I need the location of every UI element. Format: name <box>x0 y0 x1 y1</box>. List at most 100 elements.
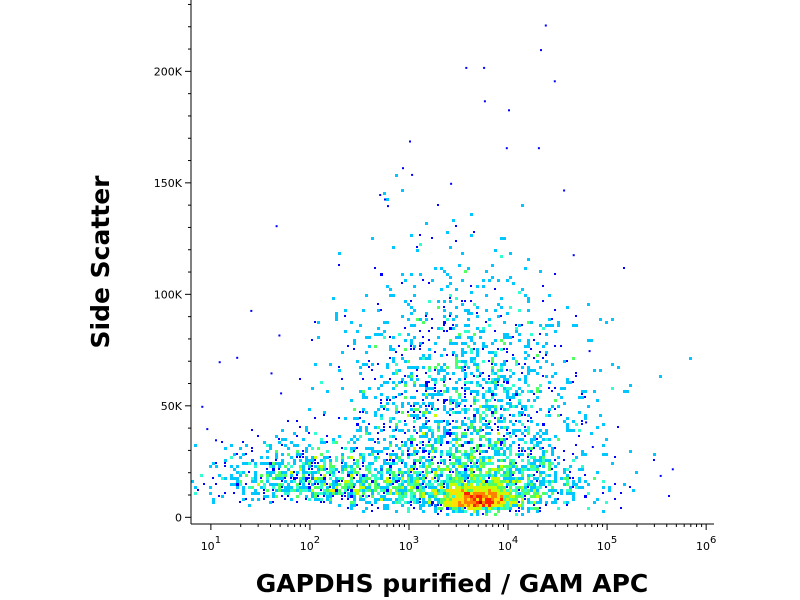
density-cell <box>503 480 506 483</box>
density-cell <box>410 453 413 456</box>
density-cell <box>434 495 437 498</box>
density-cell <box>530 450 532 452</box>
density-cell <box>461 252 464 255</box>
density-cell <box>341 495 343 497</box>
density-cell <box>518 378 521 381</box>
density-cell <box>578 468 581 471</box>
density-cell <box>491 276 494 279</box>
density-cell <box>545 342 548 345</box>
density-cell <box>560 387 563 390</box>
density-cell <box>401 504 404 507</box>
density-cell <box>554 474 557 477</box>
density-cell <box>248 504 251 507</box>
density-cell <box>464 405 466 407</box>
density-cell <box>266 444 269 447</box>
density-cell <box>290 480 293 483</box>
density-cell <box>491 390 494 393</box>
density-cell <box>341 456 344 459</box>
density-cell <box>488 432 491 435</box>
density-cell <box>464 396 466 398</box>
density-cell <box>554 477 557 480</box>
density-cell <box>194 444 197 447</box>
density-cell <box>437 480 439 482</box>
density-cell <box>380 495 383 498</box>
density-cell <box>242 453 245 456</box>
density-cell <box>479 384 482 387</box>
density-cell <box>329 483 332 486</box>
density-cell <box>464 495 467 498</box>
density-cell <box>578 411 581 414</box>
density-cell <box>560 477 563 480</box>
density-cell <box>458 402 461 405</box>
density-cell <box>506 360 508 362</box>
density-cell <box>551 462 554 465</box>
density-cell <box>605 501 608 504</box>
density-cell <box>548 459 551 462</box>
density-cell <box>383 423 385 425</box>
density-cell <box>383 321 386 324</box>
density-cell <box>431 501 434 504</box>
density-cell <box>473 396 476 399</box>
density-cell <box>362 408 365 411</box>
density-cell <box>494 330 496 332</box>
density-cell <box>401 189 404 192</box>
density-cell <box>392 480 395 483</box>
density-cell <box>509 453 512 456</box>
density-cell <box>350 492 353 495</box>
density-cell <box>338 471 340 473</box>
density-cell <box>377 309 380 312</box>
density-cell <box>548 480 551 483</box>
density-cell <box>317 465 320 468</box>
density-cell <box>587 339 590 342</box>
density-cell <box>542 459 545 462</box>
density-cell <box>350 474 353 477</box>
density-cell <box>473 429 476 432</box>
density-cell <box>272 501 274 503</box>
density-cell <box>464 510 467 513</box>
density-cell <box>341 480 343 482</box>
density-cell <box>410 405 412 407</box>
density-cell <box>443 384 446 387</box>
density-cell <box>488 474 491 477</box>
density-cell <box>368 387 371 390</box>
density-cell <box>383 498 386 501</box>
density-cell <box>440 468 443 471</box>
density-cell <box>503 381 505 383</box>
density-cell <box>365 474 368 477</box>
density-cell <box>341 459 344 462</box>
density-cell <box>377 456 380 459</box>
density-cell <box>476 375 479 378</box>
density-cell <box>326 441 328 443</box>
density-cell <box>443 504 446 507</box>
density-cell <box>368 477 371 480</box>
density-cell <box>506 312 509 315</box>
density-cell <box>374 489 377 492</box>
density-cell <box>368 366 370 368</box>
density-cell <box>524 450 526 452</box>
density-cell <box>512 441 515 444</box>
density-cell <box>224 459 227 462</box>
density-cell <box>584 396 586 398</box>
density-cell <box>389 357 391 359</box>
density-cell <box>572 498 575 501</box>
density-cell <box>431 468 434 471</box>
density-cell <box>452 495 455 498</box>
density-cell <box>464 501 467 504</box>
density-cell <box>413 366 416 369</box>
density-cell <box>437 462 439 464</box>
outlier-point <box>250 309 253 312</box>
density-cell <box>419 465 422 468</box>
density-cell <box>392 402 395 405</box>
density-cell <box>455 324 458 327</box>
density-cell <box>482 480 485 483</box>
density-cell <box>401 315 404 318</box>
density-cell <box>416 318 419 321</box>
density-cell <box>548 495 551 498</box>
density-cell <box>404 432 406 434</box>
density-cell <box>332 441 335 444</box>
density-cell <box>401 381 403 383</box>
density-cell <box>413 408 416 411</box>
density-cell <box>515 501 518 504</box>
density-cell <box>497 471 500 474</box>
density-cell <box>299 477 302 480</box>
